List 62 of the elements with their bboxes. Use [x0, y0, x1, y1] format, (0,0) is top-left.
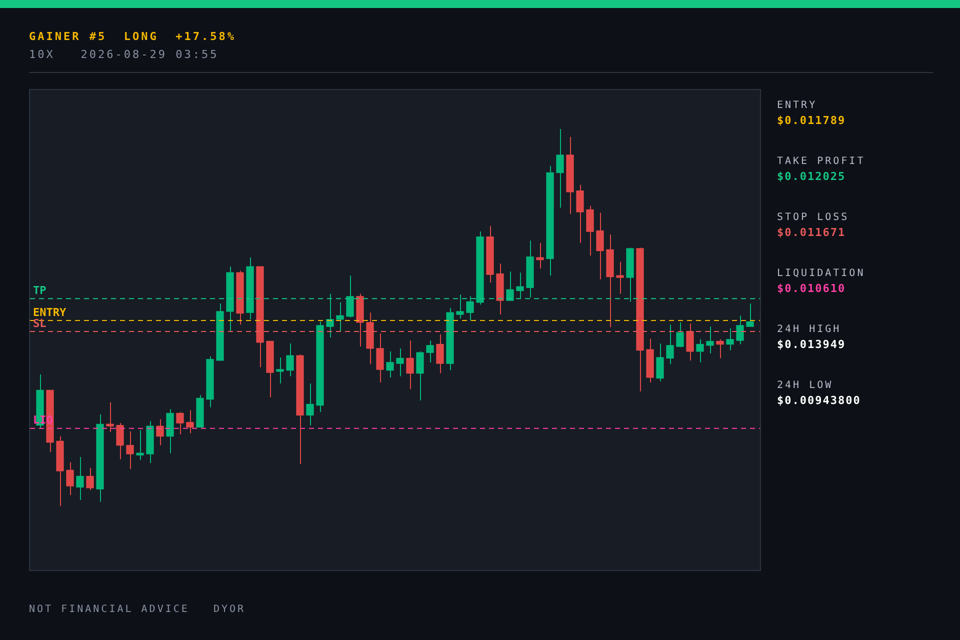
text: $0.011671: [777, 226, 847, 241]
text: LIQUIDATION: [777, 268, 866, 281]
text: 24H LOW: [777, 380, 834, 393]
candlestick: [736, 315, 744, 345]
ref-line-label: TP: [33, 284, 47, 298]
candlestick: [276, 356, 284, 384]
candlestick: [76, 456, 84, 500]
candlestick: [106, 402, 114, 433]
candlestick: [116, 422, 124, 460]
text: $0.00943800: [777, 394, 862, 409]
candlestick: [436, 334, 444, 374]
candlestick: [556, 128, 564, 208]
candlestick: [306, 382, 314, 426]
candlestick: [536, 242, 544, 269]
chart-title: GAINER #5 LONG +17.58%: [29, 30, 236, 43]
candlestick: [376, 332, 384, 383]
ref-line-label: ENTRY: [33, 306, 66, 319]
candlestick: [516, 272, 524, 300]
candlestick: [86, 467, 94, 491]
text: $0.012025: [777, 170, 847, 185]
candlestick: [656, 343, 664, 382]
candlestick: [326, 293, 334, 338]
candlestick: [136, 430, 144, 461]
candlestick: [396, 348, 404, 377]
candlestick: [746, 303, 754, 328]
candlestick: [406, 340, 414, 390]
candlestick: [336, 302, 344, 332]
candlestick: [176, 412, 184, 435]
text: STOP LOSS: [777, 212, 850, 225]
candlestick: [576, 184, 584, 244]
candlestick: [676, 322, 684, 348]
candlestick: [286, 343, 294, 377]
candlestick: [66, 462, 74, 496]
candlestick: [386, 350, 394, 378]
candlestick: [706, 326, 714, 354]
candlestick: [456, 294, 464, 320]
text: TAKE PROFIT: [777, 156, 866, 169]
candlestick: [466, 296, 474, 322]
candlestick: [586, 205, 594, 256]
candlestick: [716, 338, 724, 359]
candlestick: [186, 410, 194, 434]
text: NOT FINANCIAL ADVICE DYOR: [29, 604, 246, 615]
candlestick: [346, 275, 354, 318]
candlestick: [126, 430, 134, 470]
candlestick: [686, 323, 694, 361]
ref-line-label: SL: [33, 316, 47, 330]
candlestick: [666, 324, 674, 365]
text: ENTRY: [777, 100, 818, 113]
candlestick: [506, 271, 514, 302]
candlestick: [426, 340, 434, 363]
text: 24H HIGH: [777, 324, 842, 337]
text: $0.010610: [777, 282, 847, 297]
candlestick: [166, 408, 174, 454]
text: $0.011789: [777, 114, 847, 129]
candlestick: [416, 350, 424, 401]
text: $0.013949: [777, 338, 847, 353]
candlestick: [696, 338, 704, 363]
candlestick: [726, 328, 734, 351]
candlestick: [616, 261, 624, 294]
candlestick: [596, 212, 604, 280]
chart-subtitle: 10X 2026-08-29 03:55: [29, 48, 219, 61]
candlestick: [156, 418, 164, 446]
